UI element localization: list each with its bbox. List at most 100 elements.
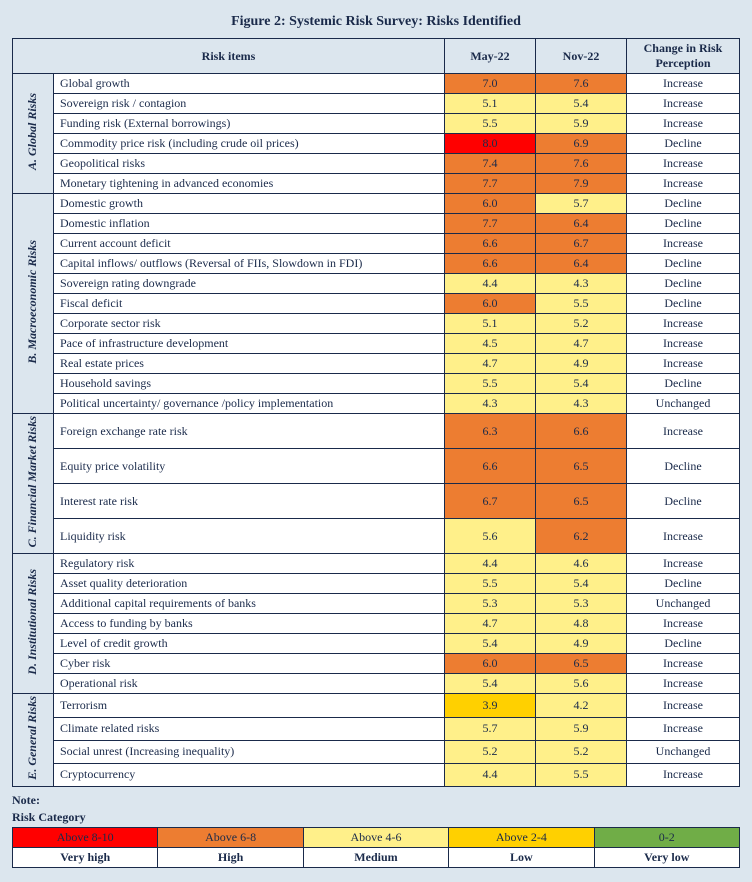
value-may22: 4.4 xyxy=(445,763,536,786)
value-nov22: 4.8 xyxy=(536,614,627,634)
group-label: E. General Risks xyxy=(13,694,54,787)
table-row: Funding risk (External borrowings)5.55.9… xyxy=(13,114,740,134)
table-row: Fiscal deficit6.05.5Decline xyxy=(13,294,740,314)
col-change: Change in Risk Perception xyxy=(627,39,740,74)
change-value: Decline xyxy=(627,134,740,154)
risk-item: Capital inflows/ outflows (Reversal of F… xyxy=(54,254,445,274)
value-may22: 7.4 xyxy=(445,154,536,174)
legend-range: 0-2 xyxy=(594,828,739,848)
risk-item: Level of credit growth xyxy=(54,634,445,654)
change-value: Decline xyxy=(627,194,740,214)
value-may22: 6.3 xyxy=(445,414,536,449)
value-nov22: 6.4 xyxy=(536,254,627,274)
value-may22: 7.0 xyxy=(445,74,536,94)
value-may22: 5.5 xyxy=(445,574,536,594)
value-may22: 5.5 xyxy=(445,374,536,394)
table-row: Additional capital requirements of banks… xyxy=(13,594,740,614)
risk-item: Pace of infrastructure development xyxy=(54,334,445,354)
table-row: Real estate prices4.74.9Increase xyxy=(13,354,740,374)
risk-item: Commodity price risk (including crude oi… xyxy=(54,134,445,154)
change-value: Increase xyxy=(627,763,740,786)
table-row: Political uncertainty/ governance /polic… xyxy=(13,394,740,414)
change-value: Increase xyxy=(627,114,740,134)
change-value: Decline xyxy=(627,484,740,519)
risk-item: Domestic growth xyxy=(54,194,445,214)
value-may22: 8.0 xyxy=(445,134,536,154)
legend-label: Medium xyxy=(303,848,448,868)
risk-item: Fiscal deficit xyxy=(54,294,445,314)
group-label: A. Global Risks xyxy=(13,74,54,194)
table-row: Climate related risks5.75.9Increase xyxy=(13,717,740,740)
change-value: Increase xyxy=(627,519,740,554)
risk-item: Monetary tightening in advanced economie… xyxy=(54,174,445,194)
header-row: Risk items May-22 Nov-22 Change in Risk … xyxy=(13,39,740,74)
note-label: Note: xyxy=(12,793,740,808)
value-nov22: 5.4 xyxy=(536,94,627,114)
value-nov22: 5.7 xyxy=(536,194,627,214)
table-row: Corporate sector risk5.15.2Increase xyxy=(13,314,740,334)
value-nov22: 5.6 xyxy=(536,674,627,694)
risk-item: Cyber risk xyxy=(54,654,445,674)
value-may22: 7.7 xyxy=(445,174,536,194)
risk-item: Social unrest (Increasing inequality) xyxy=(54,740,445,763)
change-value: Decline xyxy=(627,449,740,484)
table-row: Operational risk5.45.6Increase xyxy=(13,674,740,694)
legend-label: Very high xyxy=(13,848,158,868)
legend-title: Risk Category xyxy=(12,810,740,825)
change-value: Decline xyxy=(627,294,740,314)
group-label: B. Macroeconomic Risks xyxy=(13,194,54,414)
value-may22: 5.5 xyxy=(445,114,536,134)
value-may22: 5.1 xyxy=(445,314,536,334)
risk-item: Asset quality deterioration xyxy=(54,574,445,594)
legend-range: Above 2-4 xyxy=(449,828,594,848)
legend-range: Above 6-8 xyxy=(158,828,303,848)
risk-item: Current account deficit xyxy=(54,234,445,254)
change-value: Increase xyxy=(627,717,740,740)
group-label: D. Institutional Risks xyxy=(13,554,54,694)
value-may22: 5.3 xyxy=(445,594,536,614)
risk-item: Equity price volatility xyxy=(54,449,445,484)
table-row: Level of credit growth5.44.9Decline xyxy=(13,634,740,654)
table-row: D. Institutional RisksRegulatory risk4.4… xyxy=(13,554,740,574)
table-row: A. Global RisksGlobal growth7.07.6Increa… xyxy=(13,74,740,94)
table-row: Liquidity risk5.66.2Increase xyxy=(13,519,740,554)
risk-item: Political uncertainty/ governance /polic… xyxy=(54,394,445,414)
risk-item: Liquidity risk xyxy=(54,519,445,554)
table-row: Asset quality deterioration5.55.4Decline xyxy=(13,574,740,594)
change-value: Increase xyxy=(627,414,740,449)
change-value: Decline xyxy=(627,374,740,394)
risk-item: Access to funding by banks xyxy=(54,614,445,634)
value-nov22: 4.9 xyxy=(536,354,627,374)
legend-table: Above 8-10Above 6-8Above 4-6Above 2-40-2… xyxy=(12,827,740,868)
value-nov22: 5.2 xyxy=(536,740,627,763)
change-value: Increase xyxy=(627,694,740,717)
change-value: Decline xyxy=(627,214,740,234)
risk-item: Cryptocurrency xyxy=(54,763,445,786)
table-row: Geopolitical risks7.47.6Increase xyxy=(13,154,740,174)
change-value: Increase xyxy=(627,234,740,254)
value-nov22: 6.5 xyxy=(536,654,627,674)
value-may22: 4.4 xyxy=(445,554,536,574)
table-row: Capital inflows/ outflows (Reversal of F… xyxy=(13,254,740,274)
table-row: Current account deficit6.66.7Increase xyxy=(13,234,740,254)
table-row: Access to funding by banks4.74.8Increase xyxy=(13,614,740,634)
change-value: Decline xyxy=(627,254,740,274)
risk-item: Sovereign rating downgrade xyxy=(54,274,445,294)
value-nov22: 5.4 xyxy=(536,574,627,594)
table-row: Sovereign rating downgrade4.44.3Decline xyxy=(13,274,740,294)
table-row: Sovereign risk / contagion5.15.4Increase xyxy=(13,94,740,114)
change-value: Increase xyxy=(627,354,740,374)
value-may22: 5.4 xyxy=(445,674,536,694)
figure-title: Figure 2: Systemic Risk Survey: Risks Id… xyxy=(12,14,740,30)
table-row: B. Macroeconomic RisksDomestic growth6.0… xyxy=(13,194,740,214)
change-value: Increase xyxy=(627,554,740,574)
value-may22: 4.7 xyxy=(445,614,536,634)
risk-item: Additional capital requirements of banks xyxy=(54,594,445,614)
legend-range: Above 8-10 xyxy=(13,828,158,848)
legend-range: Above 4-6 xyxy=(303,828,448,848)
table-row: C. Financial Market RisksForeign exchang… xyxy=(13,414,740,449)
risk-item: Global growth xyxy=(54,74,445,94)
risk-item: Interest rate risk xyxy=(54,484,445,519)
risk-item: Geopolitical risks xyxy=(54,154,445,174)
value-nov22: 5.5 xyxy=(536,294,627,314)
